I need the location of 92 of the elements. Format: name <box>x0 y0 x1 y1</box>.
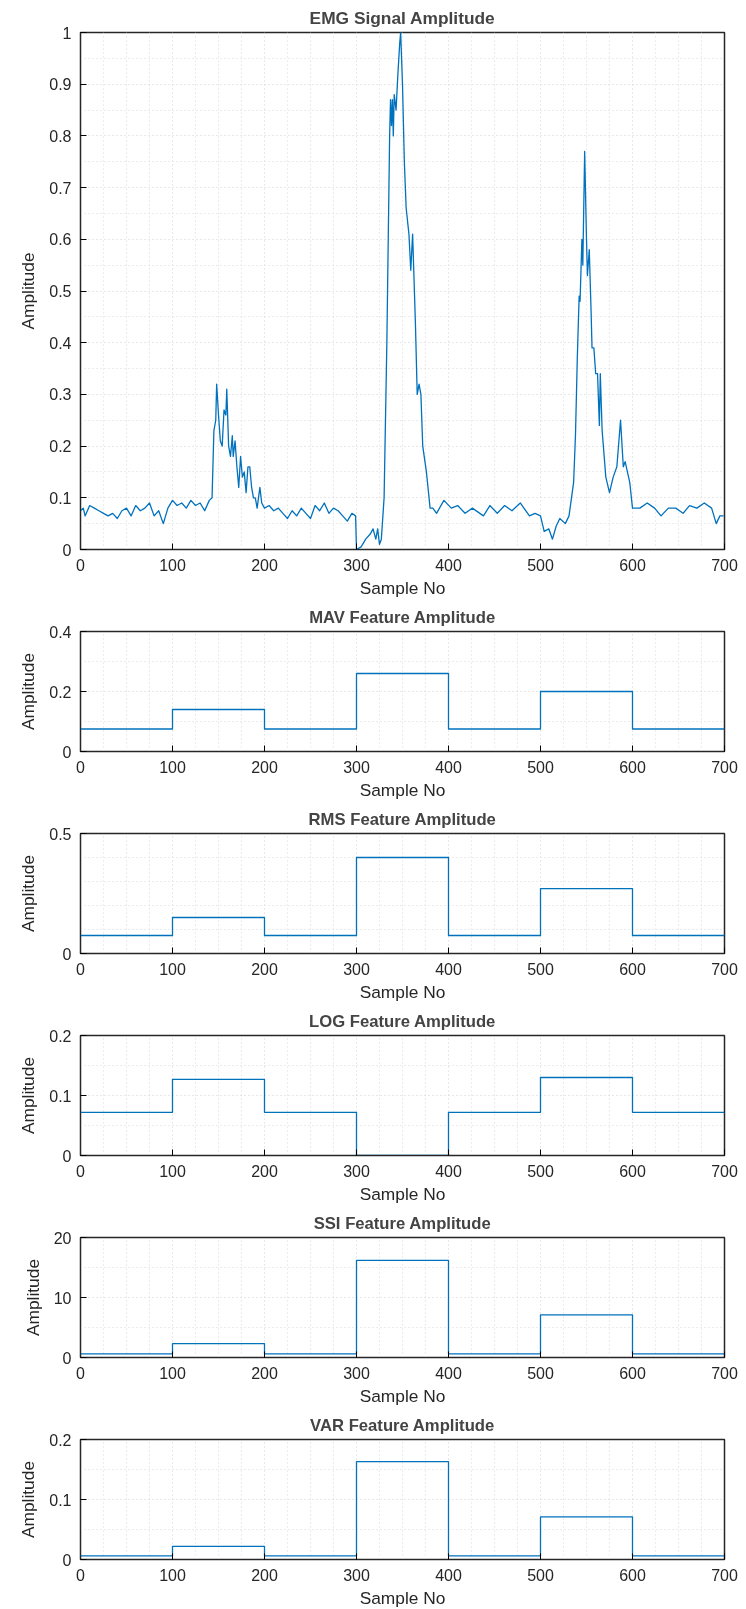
y-axis-title: Amplitude <box>18 1056 39 1135</box>
x-axis-title: Sample No <box>359 577 446 598</box>
x-tick-label: 100 <box>159 758 186 776</box>
chart-title: MAV Feature Amplitude <box>309 607 496 627</box>
x-tick-label: 500 <box>527 556 554 574</box>
y-tick-label: 0 <box>62 1147 72 1165</box>
y-tick-label: 0.2 <box>49 438 72 456</box>
line-series <box>80 32 725 550</box>
x-tick-label: 200 <box>251 1162 278 1180</box>
x-tick-label: 500 <box>527 1162 554 1180</box>
x-tick-label: 100 <box>159 556 186 574</box>
x-tick-label: 200 <box>251 556 278 574</box>
chart-title: LOG Feature Amplitude <box>309 1011 496 1031</box>
x-axis-title: Sample No <box>359 1183 446 1204</box>
x-tick-label: 400 <box>435 1566 462 1584</box>
y-tick-label: 20 <box>53 1229 72 1247</box>
x-tick-label: 200 <box>251 758 278 776</box>
x-tick-label: 0 <box>76 960 86 978</box>
x-tick-label: 0 <box>76 1364 86 1382</box>
x-axis-title: Sample No <box>359 779 446 800</box>
x-tick-label: 700 <box>711 1566 738 1584</box>
x-tick-label: 600 <box>619 1162 646 1180</box>
y-tick-label: 10 <box>53 1289 72 1307</box>
x-tick-label: 400 <box>435 758 462 776</box>
x-tick-label: 600 <box>619 960 646 978</box>
y-axis-title: Amplitude <box>18 252 39 330</box>
y-tick-label: 0 <box>62 1551 72 1569</box>
y-tick-label: 0 <box>62 541 72 559</box>
x-tick-label: 300 <box>343 1162 370 1180</box>
y-tick-label: 1 <box>62 24 72 42</box>
x-tick-label: 500 <box>527 1364 554 1382</box>
x-tick-label: 400 <box>435 960 462 978</box>
y-tick-label: 0 <box>62 743 72 761</box>
x-axis-title: Sample No <box>359 1385 446 1406</box>
x-tick-label: 700 <box>711 1162 738 1180</box>
x-tick-label: 100 <box>159 1162 186 1180</box>
y-tick-label: 0.1 <box>49 1087 72 1105</box>
x-tick-label: 100 <box>159 1566 186 1584</box>
x-tick-label: 300 <box>343 758 370 776</box>
x-tick-label: 100 <box>159 960 186 978</box>
y-axis-title: Amplitude <box>22 1258 43 1337</box>
y-tick-label: 0.7 <box>49 179 72 197</box>
y-tick-label: 0.2 <box>49 683 72 701</box>
y-tick-label: 0.4 <box>49 334 72 352</box>
x-tick-label: 300 <box>343 960 370 978</box>
x-tick-label: 200 <box>251 1364 278 1382</box>
y-axis-title: Amplitude <box>18 1460 39 1539</box>
x-tick-label: 400 <box>435 556 462 574</box>
y-tick-label: 0.1 <box>49 1491 72 1509</box>
x-tick-label: 0 <box>76 1162 86 1180</box>
x-tick-label: 700 <box>711 1364 738 1382</box>
y-axis-title: Amplitude <box>18 652 39 731</box>
y-tick-label: 0.2 <box>49 1431 72 1449</box>
x-tick-label: 300 <box>343 556 370 574</box>
x-tick-label: 300 <box>343 1364 370 1382</box>
y-tick-label: 0.5 <box>49 825 72 843</box>
x-tick-label: 400 <box>435 1364 462 1382</box>
x-tick-label: 0 <box>76 1566 86 1584</box>
x-tick-label: 100 <box>159 1364 186 1382</box>
x-axis-title: Sample No <box>359 1587 446 1608</box>
x-tick-label: 0 <box>76 758 86 776</box>
y-tick-label: 0.4 <box>49 623 72 641</box>
y-tick-label: 0 <box>62 1349 72 1367</box>
x-tick-label: 300 <box>343 1566 370 1584</box>
y-tick-label: 0.3 <box>49 386 72 404</box>
x-tick-label: 700 <box>711 556 738 574</box>
x-tick-label: 200 <box>251 960 278 978</box>
x-tick-label: 600 <box>619 1566 646 1584</box>
x-tick-label: 0 <box>76 556 86 574</box>
y-tick-label: 0.5 <box>49 283 72 300</box>
chart-title: SSI Feature Amplitude <box>313 1213 491 1233</box>
x-tick-label: 700 <box>711 960 738 978</box>
x-tick-label: 600 <box>619 556 646 574</box>
x-tick-label: 400 <box>435 1162 462 1180</box>
y-tick-label: 0.1 <box>49 489 72 507</box>
x-tick-label: 600 <box>619 1364 646 1382</box>
y-tick-label: 0.8 <box>49 127 72 145</box>
x-tick-label: 500 <box>527 758 554 776</box>
x-axis-title: Sample No <box>359 981 446 1002</box>
chart-title: EMG Signal Amplitude <box>309 7 496 28</box>
x-tick-label: 600 <box>619 758 646 776</box>
chart-title: RMS Feature Amplitude <box>308 809 496 829</box>
chart-title: VAR Feature Amplitude <box>310 1415 495 1435</box>
x-tick-label: 200 <box>251 1566 278 1584</box>
y-tick-label: 0.6 <box>49 231 72 249</box>
x-tick-label: 500 <box>527 960 554 978</box>
x-tick-label: 700 <box>711 758 738 776</box>
y-tick-label: 0.9 <box>49 76 72 94</box>
y-axis-title: Amplitude <box>18 854 39 933</box>
y-tick-label: 0 <box>62 945 72 963</box>
y-tick-label: 0.2 <box>49 1027 72 1045</box>
x-tick-label: 500 <box>527 1566 554 1584</box>
